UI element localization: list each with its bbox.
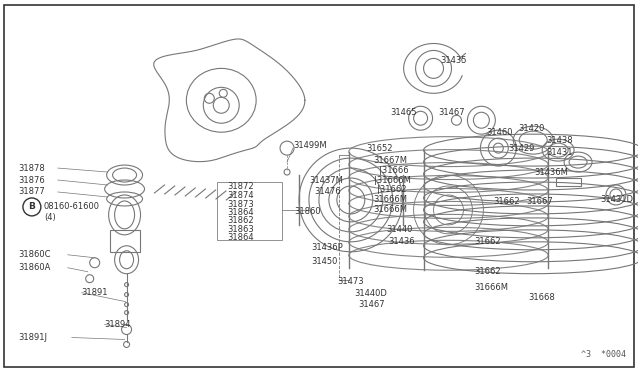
Text: 31436: 31436: [388, 237, 415, 246]
Text: 31666M: 31666M: [374, 195, 408, 205]
Text: (4): (4): [44, 214, 56, 222]
Text: 31662: 31662: [474, 237, 501, 246]
Text: 31894: 31894: [105, 320, 131, 329]
Text: 31864: 31864: [227, 208, 254, 217]
Text: |31662: |31662: [377, 186, 406, 195]
Text: 31860C: 31860C: [18, 250, 51, 259]
Text: 31662: 31662: [474, 267, 501, 276]
Text: 31862: 31862: [227, 217, 254, 225]
Text: 31476: 31476: [314, 187, 340, 196]
Text: 31667: 31667: [526, 198, 553, 206]
Text: |31666M: |31666M: [374, 176, 411, 185]
Text: 31863: 31863: [227, 225, 254, 234]
Text: 31668: 31668: [528, 293, 555, 302]
Text: |31666: |31666: [379, 166, 408, 174]
Text: 31436P: 31436P: [311, 243, 342, 252]
Text: B: B: [28, 202, 35, 211]
Text: 31429: 31429: [508, 144, 534, 153]
Bar: [109, 230, 140, 252]
Text: 31860: 31860: [294, 208, 321, 217]
Text: 31662: 31662: [493, 198, 520, 206]
Text: 08160-61600: 08160-61600: [44, 202, 100, 211]
Text: 31891J: 31891J: [18, 333, 47, 342]
Text: 31878: 31878: [18, 164, 45, 173]
Text: 31652: 31652: [367, 144, 393, 153]
Text: 31667M: 31667M: [374, 155, 408, 164]
Text: 31460: 31460: [486, 128, 513, 137]
Text: 31440: 31440: [387, 225, 413, 234]
Text: 31431: 31431: [546, 148, 573, 157]
Text: 31877: 31877: [18, 187, 45, 196]
Text: 31876: 31876: [18, 176, 45, 185]
Text: ^3  *0004: ^3 *0004: [581, 350, 626, 359]
Text: 31666M: 31666M: [474, 283, 508, 292]
Text: 31438: 31438: [546, 136, 573, 145]
Text: 31467: 31467: [359, 300, 385, 309]
Text: 31436M: 31436M: [534, 167, 568, 177]
Text: 31450: 31450: [311, 257, 337, 266]
Text: 31437M: 31437M: [309, 176, 343, 185]
Text: 31465: 31465: [390, 108, 417, 117]
Text: 31860A: 31860A: [18, 263, 51, 272]
Text: 31420: 31420: [518, 124, 545, 133]
Text: 31435: 31435: [440, 56, 467, 65]
Text: 31891: 31891: [82, 288, 108, 297]
Bar: [217, 182, 282, 240]
Text: 31499M: 31499M: [293, 141, 326, 150]
Text: 31864: 31864: [227, 233, 254, 242]
Text: 31666M: 31666M: [374, 205, 408, 214]
Text: 31874: 31874: [227, 192, 254, 201]
Text: 31872: 31872: [227, 183, 254, 192]
Text: 31467: 31467: [438, 108, 465, 117]
Text: 31440D: 31440D: [354, 289, 387, 298]
Text: 31431D: 31431D: [600, 195, 633, 205]
Text: 31473: 31473: [337, 277, 364, 286]
Text: 31873: 31873: [227, 201, 254, 209]
Bar: [556, 178, 581, 186]
